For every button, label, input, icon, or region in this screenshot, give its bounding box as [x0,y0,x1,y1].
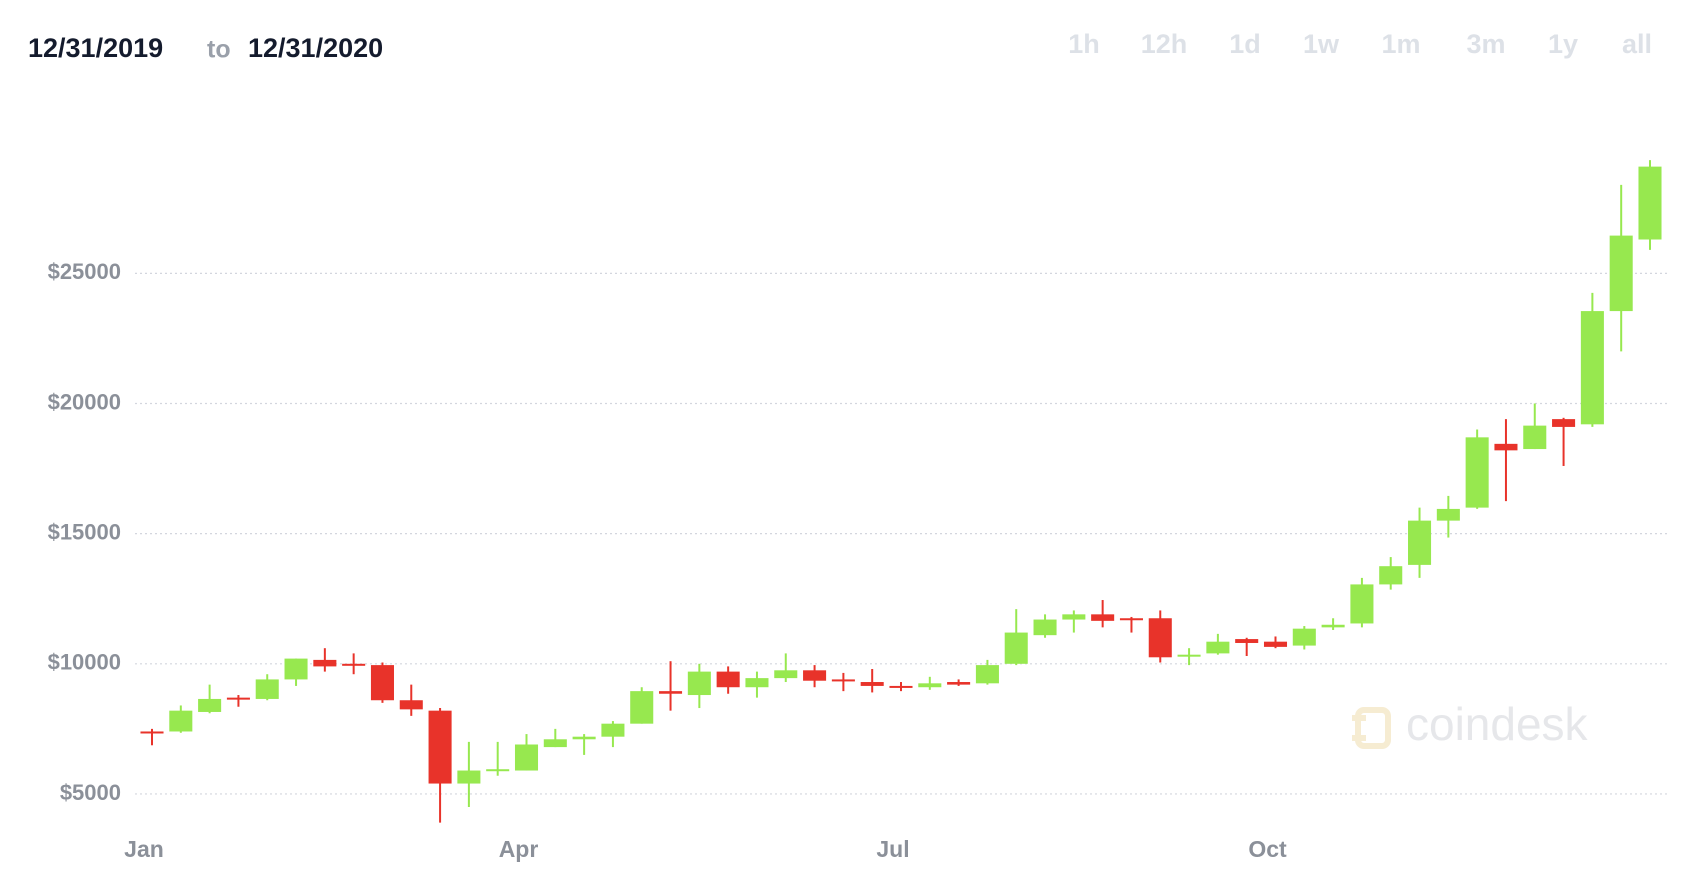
candle-body [399,700,423,710]
candle-body [370,665,394,701]
candle-body [947,682,971,685]
candle-body [1436,508,1460,521]
candle-body [284,658,308,680]
range-button[interactable]: 1d [1229,29,1261,59]
candle-body [140,731,164,734]
watermark: coindesk [1406,698,1589,750]
candle-body [1206,641,1230,654]
candle-body [486,769,510,772]
candle-body [1004,632,1028,664]
candle-body [1119,618,1143,621]
candle-body [428,710,452,784]
candle-body [169,710,193,732]
candle-body [1350,584,1374,624]
candle-body [1062,614,1086,620]
y-tick-label: $5000 [60,780,121,805]
candle-body [226,697,250,700]
x-tick-label: Oct [1248,836,1287,862]
range-button[interactable]: 1h [1068,29,1100,59]
end-date: 12/31/2020 [248,33,383,63]
candle-body [630,691,654,724]
y-tick-label: $10000 [48,650,121,675]
candle-body [457,770,481,784]
candle-body [1263,641,1288,647]
candle-body [975,665,999,684]
range-button[interactable]: 1y [1548,29,1578,59]
range-button[interactable]: 12h [1141,29,1188,59]
candle-body [1408,520,1432,565]
candle-body [601,723,625,737]
y-tick-label: $25000 [48,259,121,284]
candle-body [198,698,222,712]
candle-body [1379,566,1403,585]
candle-body [918,683,942,688]
candle-body [774,670,798,679]
candle-body [889,685,913,688]
candle-body [745,678,769,688]
candle-body [1177,654,1201,657]
range-button[interactable]: 1m [1381,29,1420,59]
candle-body [860,682,884,686]
candle-body [1580,311,1604,425]
candle-body [342,663,366,666]
range-button[interactable]: 1w [1303,29,1340,59]
candle-body [1091,614,1115,621]
candle-body [803,670,827,681]
range-button[interactable]: all [1622,29,1652,59]
candle-body [1638,166,1662,240]
candle-body [1235,639,1259,643]
candle-body [1494,443,1518,451]
x-tick-label: Jul [876,836,909,862]
y-tick-label: $20000 [48,389,121,414]
candle-body [255,679,279,699]
candle-body [1292,628,1316,646]
candle-body [831,679,855,682]
candle-body [1148,618,1172,658]
candle-body [716,671,740,688]
candle-body [1523,425,1547,450]
range-button[interactable]: 3m [1466,29,1505,59]
candle-body [572,736,596,740]
x-tick-label: Jan [124,836,164,862]
candle-body [1609,235,1633,312]
candle-body [313,659,337,667]
coindesk-logo [1352,707,1391,749]
y-tick-label: $15000 [48,519,121,544]
x-tick-label: Apr [499,836,539,862]
candle-body [514,744,539,771]
candle-body [1552,419,1576,427]
candle-body [1321,624,1345,628]
date-separator: to [207,36,231,64]
candle-body [543,739,567,748]
candle-body [1465,437,1489,508]
candle-body [659,691,683,694]
start-date: 12/31/2019 [28,33,163,63]
candle-body [687,671,711,696]
candle-body [1033,619,1057,636]
